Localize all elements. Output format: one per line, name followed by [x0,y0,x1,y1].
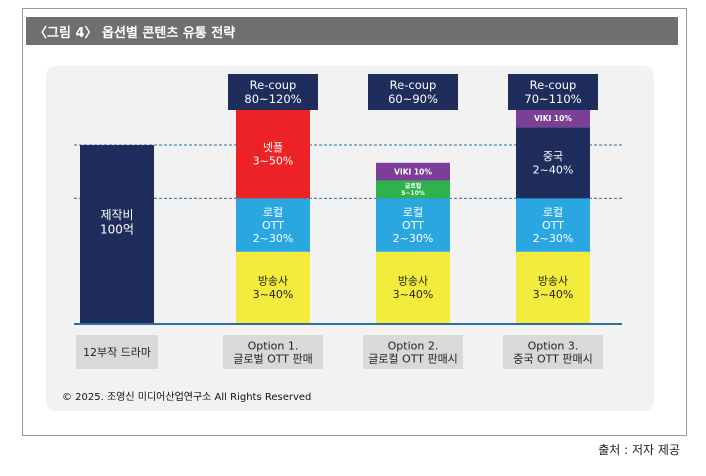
bar-segment-label-1-0: 방송사 3~40% [253,275,294,301]
bar-segment-2-1 [376,198,450,252]
bar-segment-3-1 [516,198,590,252]
bar-segment-2-0 [376,251,450,323]
recoup-label-3: Re-coup 70~110% [524,78,581,106]
bar-production-cost [80,145,154,323]
bar-segment-label-1-1: 로컬 OTT 2~30% [253,206,294,245]
bar-segment-3-0 [516,251,590,323]
category-box-2 [363,335,463,369]
category-label-0: 12부작 드라마 [83,346,151,359]
category-label-3: Option 3. 중국 OTT 판매시 [513,339,593,365]
bar-segment-label-3-2: 중국 2~40% [533,150,574,176]
bar-segment-label-2-1: 로컬 OTT 2~30% [393,206,434,245]
category-box-3 [503,335,603,369]
recoup-box-3 [508,74,598,110]
bar-segment-label-1-2: 넷플 3~50% [253,141,294,167]
bar-segment-label-3-0: 방송사 3~40% [533,275,574,301]
bar-segment-3-2 [516,127,590,199]
category-label-1: Option 1. 글로벌 OTT 판매 [233,339,313,365]
recoup-box-1 [228,74,318,110]
bar-segment-label-2-3: VIKI 10% [394,167,432,176]
bar-segment-label-3-1: 로컬 OTT 2~30% [533,206,574,245]
bar-segment-1-0 [236,251,310,323]
bar-segment-label-3-3: VIKI 10% [534,114,572,123]
category-label-2: Option 2. 글로컬 OTT 판매시 [368,339,458,365]
figure-title: 〈그림 4〉 옵션별 콘텐츠 유통 전략 [34,26,236,41]
source-text: 출처 : 저자 제공 [598,443,680,457]
bar-segment-label-2-2: 글로컬 5~10% [401,182,425,197]
category-box-0 [76,335,158,369]
bar-segment-1-2 [236,109,310,199]
bar-segment-3-3 [516,109,590,128]
recoup-label-2: Re-coup 60~90% [388,78,438,106]
figure-header: 〈그림 4〉 옵션별 콘텐츠 유통 전략 [26,17,678,45]
bar-segment-1-1 [236,198,310,252]
bar-segment-label-2-0: 방송사 3~40% [393,275,434,301]
copyright-text: © 2025. 조영신 미디어산업연구소 All Rights Reserved [62,392,312,403]
category-box-1 [223,335,323,369]
bar-segment-2-2 [376,180,450,199]
recoup-label-1: Re-coup 80~120% [244,78,301,106]
recoup-box-2 [368,74,458,110]
bar-segment-2-3 [376,162,450,181]
bar-production-cost-label: 제작비 100억 [100,208,134,236]
